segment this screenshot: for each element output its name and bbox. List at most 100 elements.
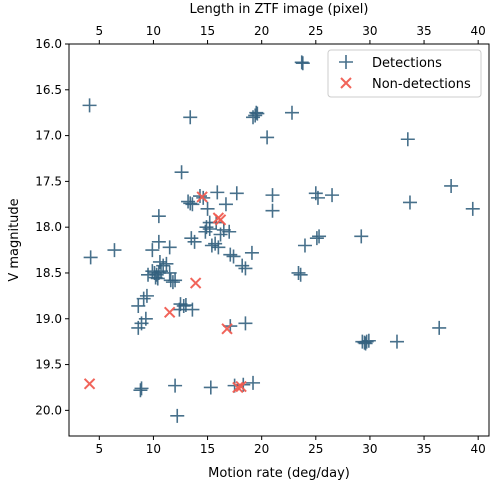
detection-point [159, 256, 174, 271]
detection-point [354, 229, 369, 244]
x-tick-label: 20 [254, 442, 269, 456]
detection-point [244, 245, 259, 260]
non-detection-point [214, 214, 227, 226]
x-tick-label: 5 [95, 442, 103, 456]
detection-point [223, 247, 238, 262]
detection-point [297, 238, 312, 253]
non-detection-point [232, 381, 244, 394]
detection-point [389, 334, 404, 349]
detection-point [183, 196, 198, 211]
detection-point [291, 265, 306, 280]
top-x-tick-label: 30 [362, 24, 377, 38]
detection-point [150, 271, 165, 286]
detection-point [162, 265, 177, 280]
y-tick-label: 18.0 [35, 220, 62, 234]
detection-point [238, 316, 253, 331]
detection-point [145, 243, 160, 258]
detection-point [172, 302, 187, 317]
detection-point [152, 254, 167, 269]
non-detection-point [163, 306, 176, 319]
detection-point [325, 188, 340, 203]
y-tick-label: 16.5 [35, 83, 62, 97]
detection-point [465, 201, 480, 216]
non-detection-point [196, 191, 208, 203]
legend-label: Non-detections [372, 77, 471, 92]
detection-point [183, 110, 198, 125]
detection-point [198, 224, 213, 239]
legend-non-detection-marker [340, 77, 352, 89]
detection-point [229, 186, 244, 201]
detection-point [185, 197, 200, 212]
legend-detection-marker [339, 55, 353, 69]
detection-point [209, 215, 224, 230]
detection-point [222, 224, 237, 239]
non-detection-point [221, 323, 233, 335]
detection-point [151, 209, 166, 224]
detection-point [136, 291, 151, 306]
detection-point [151, 234, 166, 249]
legend: Detections Non-detections [327, 49, 482, 98]
top-x-tick-label: 5 [95, 24, 103, 38]
detection-point [238, 261, 253, 276]
detection-point [265, 188, 280, 203]
detection-point [162, 240, 177, 255]
x-axis-label: Motion rate (deg/day) [208, 466, 350, 481]
detection-point [187, 234, 202, 249]
detection-point [168, 273, 183, 288]
legend-label: Detections [372, 56, 442, 71]
legend-box [327, 49, 482, 98]
x-tick-label: 10 [146, 442, 161, 456]
detection-point [156, 258, 171, 273]
y-tick-label: 18.5 [35, 266, 62, 280]
detection-point [444, 178, 459, 193]
detection-point [295, 56, 310, 71]
x-tick-label: 30 [362, 442, 377, 456]
detection-point [432, 320, 447, 335]
top-x-tick-label: 25 [308, 24, 323, 38]
detection-point [203, 380, 218, 395]
detection-point [400, 132, 415, 147]
detection-point [358, 336, 373, 351]
y-tick-label: 19.0 [35, 312, 62, 326]
x-tick-label: 15 [200, 442, 215, 456]
detection-point [211, 240, 226, 255]
non-detection-point [189, 277, 202, 289]
detection-point [131, 320, 146, 335]
x-tick-label: 35 [416, 442, 431, 456]
detection-point [284, 105, 299, 120]
detection-point [310, 190, 325, 205]
detection-point [139, 288, 154, 303]
detection-point [246, 375, 261, 390]
non-detection-point [83, 378, 96, 390]
detection-point [265, 203, 280, 218]
data-markers [82, 55, 480, 423]
y-axis-label: V magnitude [7, 198, 22, 281]
detection-point [131, 298, 146, 313]
detection-point [107, 243, 122, 258]
detection-point [218, 197, 233, 212]
y-tick-label: 17.0 [35, 129, 62, 143]
y-tick-label: 16.0 [35, 37, 62, 51]
detection-point [174, 165, 189, 180]
detection-point [226, 249, 241, 264]
detection-point [168, 378, 183, 393]
detection-point [133, 383, 148, 398]
detection-point [260, 130, 275, 145]
detection-point [293, 267, 308, 282]
detection-point [141, 267, 156, 282]
axis-ticks: 5 10 15 20 25 30 35 40 5 10 15 20 25 30 35 40 16.0 16.5 17… [35, 24, 486, 456]
y-tick-label: 17.5 [35, 174, 62, 188]
top-x-tick-label: 15 [200, 24, 215, 38]
detection-point [210, 185, 225, 200]
detection-point [204, 238, 219, 253]
detection-point [248, 108, 263, 123]
detection-point [402, 195, 417, 210]
detection-point [165, 275, 180, 290]
detection-point [185, 302, 200, 317]
detection-point [148, 270, 163, 285]
detection-point [235, 258, 250, 273]
detection-point [246, 110, 261, 125]
detection-point [184, 231, 199, 246]
detection-point [312, 229, 327, 244]
